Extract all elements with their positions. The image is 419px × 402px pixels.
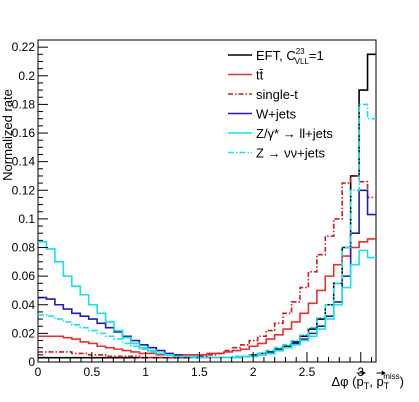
- legend-label-0: EFT, C23 VLL=1: [256, 47, 324, 66]
- x-axis-label-p2: p: [376, 374, 383, 389]
- x-tick-label: 1: [142, 365, 149, 379]
- plot-frame: [37, 39, 377, 363]
- y-axis: 0 0.02 0.04 0.06 0.08 0.1 0.12 0.14 0.16 0.18 0.2 0…: [12, 39, 48, 369]
- y-axis-label: Normalized rate: [0, 89, 15, 181]
- x-axis-label-close: ): [400, 374, 404, 389]
- legend-label-3: W+jets: [256, 107, 297, 122]
- y-tick-label: 0.14: [12, 155, 36, 169]
- y-tick-label: 0.1: [18, 212, 35, 226]
- x-axis-label-comma: ,: [369, 374, 376, 389]
- y-tick-label: 0.08: [12, 241, 36, 255]
- y-tick-label: 0.16: [12, 126, 36, 140]
- y-tick-label: 0.04: [12, 298, 36, 312]
- x-axis: 0 0.5 1 1.5 2 2.5 3: [35, 352, 373, 379]
- x-axis-label-arrows: [356, 370, 386, 376]
- series-line-2: [38, 175, 376, 359]
- x-axis-label-p1: p: [357, 374, 364, 389]
- x-axis-label: Δφ (pT, pTmiss): [331, 372, 404, 391]
- legend-label-4: Z/γ* → ll+jets: [256, 126, 333, 141]
- series-line-0: [38, 53, 376, 359]
- y-tick-label: 0: [28, 355, 35, 369]
- series-line-5: [38, 103, 376, 359]
- legend-label-5: Z → νν+jets: [256, 146, 325, 161]
- legend: EFT, C23 VLL=1 tt̄ single-t W+jets Z/γ* → ll+…: [228, 47, 333, 161]
- plot-area: 0 0.5 1 1.5 2 2.5 3 0 0.02 0.04 0.06 0.08 0.1 0.12 0.…: [12, 39, 377, 379]
- x-tick-label: 0: [35, 365, 42, 379]
- vector-arrow-head-1: [381, 370, 386, 376]
- y-tick-label: 0.02: [12, 326, 36, 340]
- y-tick-label: 0.18: [12, 97, 36, 111]
- y-tick-label: 0.2: [18, 69, 35, 83]
- x-tick-label: 2.5: [299, 365, 316, 379]
- series-line-4: [38, 240, 376, 359]
- legend-label-1: tt̄: [256, 68, 264, 83]
- x-tick-label: 2: [250, 365, 257, 379]
- x-axis-label-main: Δφ (: [331, 374, 357, 389]
- legend-label-2: single-t: [256, 87, 298, 102]
- x-tick-label: 0.5: [83, 365, 100, 379]
- x-axis-label-sub2: T: [384, 381, 390, 391]
- x-axis-label-sup2: miss: [383, 372, 399, 381]
- series-layer: [38, 53, 376, 359]
- x-axis-label-sub1: T: [364, 381, 370, 391]
- vector-arrow-head-0: [361, 370, 366, 376]
- x-tick-label: 1.5: [191, 365, 208, 379]
- y-tick-label: 0.12: [12, 183, 36, 197]
- series-line-3: [38, 189, 376, 359]
- y-tick-label: 0.22: [12, 40, 36, 54]
- x-tick-label: 3: [357, 365, 364, 379]
- y-tick-label: 0.06: [12, 269, 36, 283]
